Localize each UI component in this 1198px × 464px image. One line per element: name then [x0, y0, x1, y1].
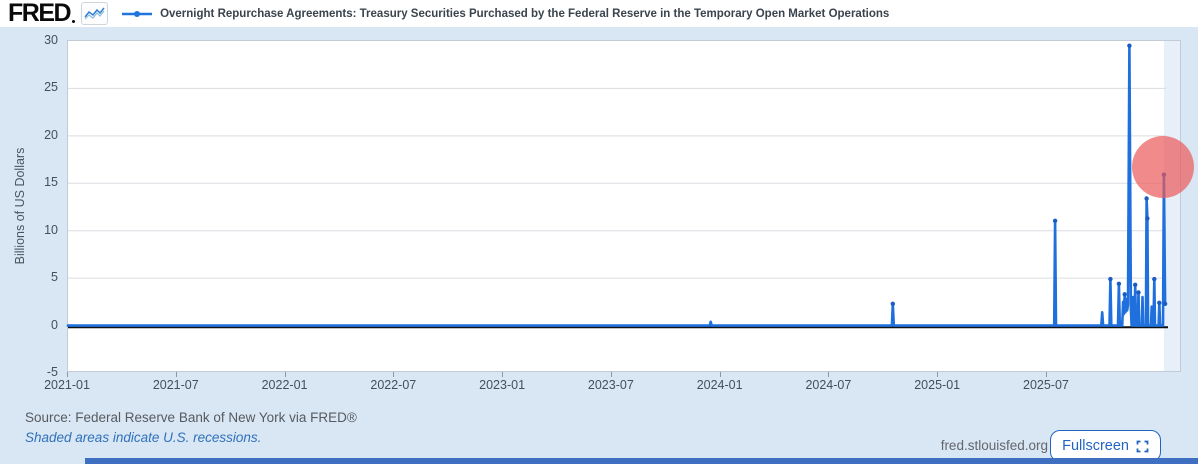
- x-tick-mark: [937, 372, 938, 377]
- x-tick-label: 2022-01: [261, 378, 308, 392]
- fullscreen-label: Fullscreen: [1062, 438, 1129, 454]
- x-tick-label: 2024-01: [696, 378, 743, 392]
- x-tick-mark: [1046, 372, 1047, 377]
- x-tick-mark: [176, 372, 177, 377]
- highlight-circle: [1132, 136, 1194, 198]
- y-tick-label: -5: [46, 365, 58, 379]
- bottom-bar: [85, 458, 1198, 464]
- site-url: fred.stlouisfed.org: [940, 438, 1048, 453]
- source-text: Source: Federal Reserve Bank of New York…: [25, 410, 357, 425]
- plot-area[interactable]: [66, 40, 1181, 372]
- trademark-dot-icon: [72, 20, 76, 23]
- x-tick-mark: [611, 372, 612, 377]
- legend-line-marker-icon: [122, 9, 153, 19]
- x-tick-mark: [828, 372, 829, 377]
- x-tick-mark: [393, 372, 394, 377]
- y-tick-label: 10: [44, 222, 58, 237]
- x-tick-mark: [720, 372, 721, 377]
- x-tick-label: 2025-07: [1023, 378, 1069, 392]
- recession-note: Shaded areas indicate U.S. recessions.: [25, 430, 262, 445]
- y-axis-title: Billions of US Dollars: [13, 147, 27, 265]
- x-tick-mark: [67, 372, 68, 377]
- fred-sparkline-icon: [81, 2, 109, 25]
- chart-title: Overnight Repurchase Agreements: Treasur…: [160, 7, 890, 20]
- x-tick-label: 2021-07: [152, 378, 199, 392]
- x-tick-label: 2021-01: [44, 378, 90, 392]
- y-tick-label: 0: [51, 317, 58, 332]
- fullscreen-button[interactable]: Fullscreen: [1050, 430, 1161, 462]
- x-tick-label: 2024-07: [805, 378, 852, 392]
- y-tick-label: 15: [44, 175, 58, 190]
- x-tick-label: 2023-07: [587, 378, 634, 392]
- x-tick-mark: [285, 372, 286, 377]
- x-tick-mark: [502, 372, 503, 377]
- fred-logo: FRED: [8, 0, 72, 27]
- chart-canvas: [66, 43, 1168, 329]
- header-band: FRED Overnight Repurchase Agreements: Tr…: [0, 0, 1198, 27]
- fullscreen-icon: [1136, 440, 1149, 452]
- right-margin-band: [1164, 41, 1180, 371]
- x-tick-label: 2025-01: [914, 378, 961, 392]
- y-tick-label: 25: [44, 80, 58, 95]
- y-tick-label: 5: [51, 270, 58, 285]
- x-tick-label: 2022-07: [370, 378, 417, 392]
- x-tick-label: 2023-01: [479, 378, 526, 392]
- y-tick-label: 20: [44, 127, 58, 142]
- y-tick-label: 30: [44, 33, 58, 47]
